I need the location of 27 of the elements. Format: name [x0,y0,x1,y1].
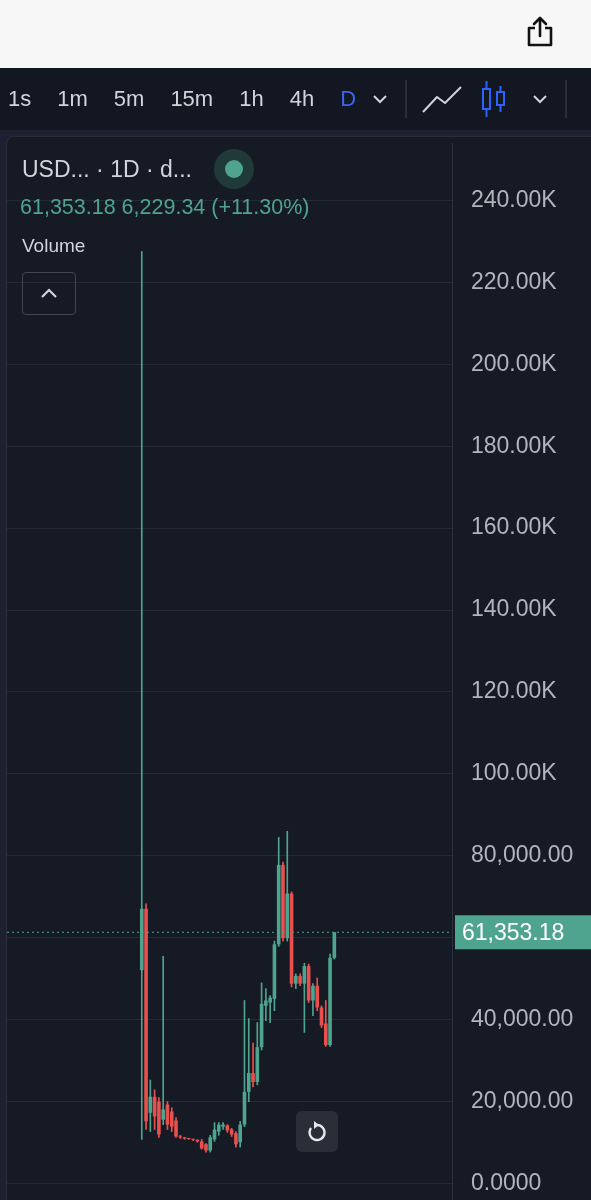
y-tick-label: 100.00K [471,759,558,786]
text: USD... · 1D · d... [22,155,192,183]
text: D [340,86,357,112]
candlestick [221,1122,225,1130]
y-tick-label: 240.00K [471,185,558,212]
y-tick-label: 20,000.00 [471,1087,574,1114]
text: 4h [289,86,315,112]
y-tick-label: 160.00K [471,513,558,540]
y-tick-label: 200.00K [471,349,558,376]
y-tick-label: 40,000.00 [471,1005,574,1032]
candlestick [161,955,165,1125]
candlestick [251,1042,255,1088]
y-tick-label: 140.00K [471,595,558,622]
y-tick-label: 80,000.00 [471,841,574,868]
y-tick-label: 0.0000 [471,1168,542,1195]
text: 15m [170,86,214,112]
text: 1m [57,86,88,112]
text: 5m [113,86,145,112]
ref-line-label: 61,353.18 [462,918,565,945]
candlestick [246,1018,251,1102]
y-tick-label: 220.00K [471,267,558,294]
text: 1s [8,86,32,112]
text: 1h [239,86,264,112]
text: 61,353.18 6,229.34 (+11.30%) [20,195,310,220]
y-tick-label: 120.00K [471,677,558,704]
annotation: Volume [22,235,86,257]
y-tick-label: 180.00K [471,431,558,458]
